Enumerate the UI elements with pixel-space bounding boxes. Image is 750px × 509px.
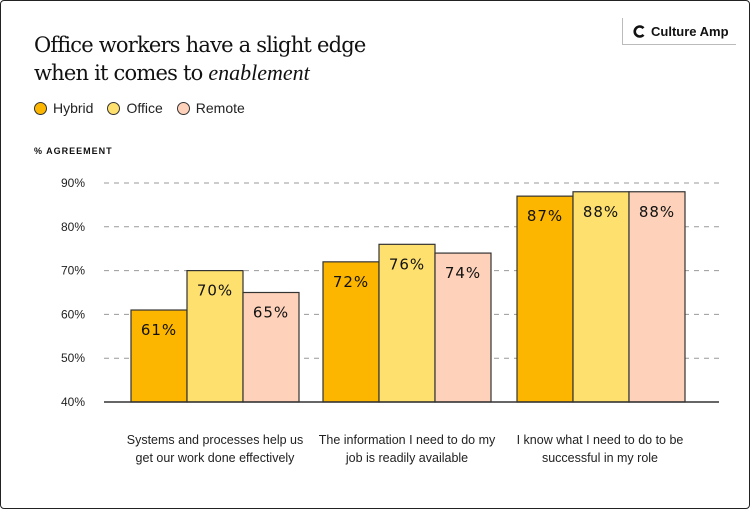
- data-label: 61%: [141, 321, 177, 339]
- title-line-2: when it comes to: [34, 61, 203, 85]
- legend-swatch: [34, 101, 47, 115]
- y-axis-label: % AGREEMENT: [34, 146, 113, 156]
- y-tick-label: 50%: [61, 351, 85, 365]
- legend: Hybrid Office Remote: [34, 100, 245, 116]
- chart-title: Office workers have a slight edge when i…: [34, 31, 366, 87]
- legend-item-hybrid: Hybrid: [34, 100, 93, 116]
- title-accent: enablement: [208, 60, 310, 85]
- y-tick-label: 60%: [61, 307, 85, 321]
- data-label: 88%: [583, 203, 619, 221]
- bar-hybrid: [130, 309, 188, 403]
- data-label: 72%: [333, 273, 369, 291]
- data-label: 65%: [253, 304, 289, 322]
- data-label: 74%: [445, 264, 481, 282]
- data-label: 87%: [527, 207, 563, 225]
- legend-label: Remote: [195, 100, 245, 116]
- data-label: 88%: [639, 203, 675, 221]
- legend-swatch: [107, 101, 121, 115]
- y-tick-label: 80%: [61, 220, 85, 234]
- data-label: 70%: [197, 282, 233, 300]
- legend-swatch: [176, 101, 190, 115]
- y-tick-label: 90%: [61, 176, 85, 190]
- data-label: 76%: [389, 255, 425, 273]
- legend-item-remote: Remote: [176, 100, 245, 116]
- legend-label: Office: [126, 100, 163, 116]
- y-tick-label: 70%: [61, 264, 85, 278]
- logo-text: Culture Amp: [651, 23, 729, 39]
- culture-amp-logo: Culture Amp: [622, 18, 736, 45]
- bar-remote: [434, 252, 492, 403]
- bar-hybrid: [516, 195, 574, 403]
- bar-office: [186, 270, 244, 403]
- category-label: The information I need to do my job is r…: [318, 433, 496, 465]
- y-tick-label: 40%: [61, 395, 85, 409]
- category-label: Systems and processes help us get our wo…: [126, 433, 304, 465]
- bar-remote: [242, 291, 300, 403]
- legend-item-office: Office: [107, 100, 163, 116]
- bar-office: [572, 191, 630, 403]
- category-label: I know what I need to do to be successfu…: [516, 433, 684, 465]
- legend-label: Hybrid: [53, 100, 94, 116]
- title-line-1: Office workers have a slight edge: [34, 33, 366, 57]
- bar-remote: [628, 191, 686, 403]
- culture-amp-c-icon: [633, 24, 645, 38]
